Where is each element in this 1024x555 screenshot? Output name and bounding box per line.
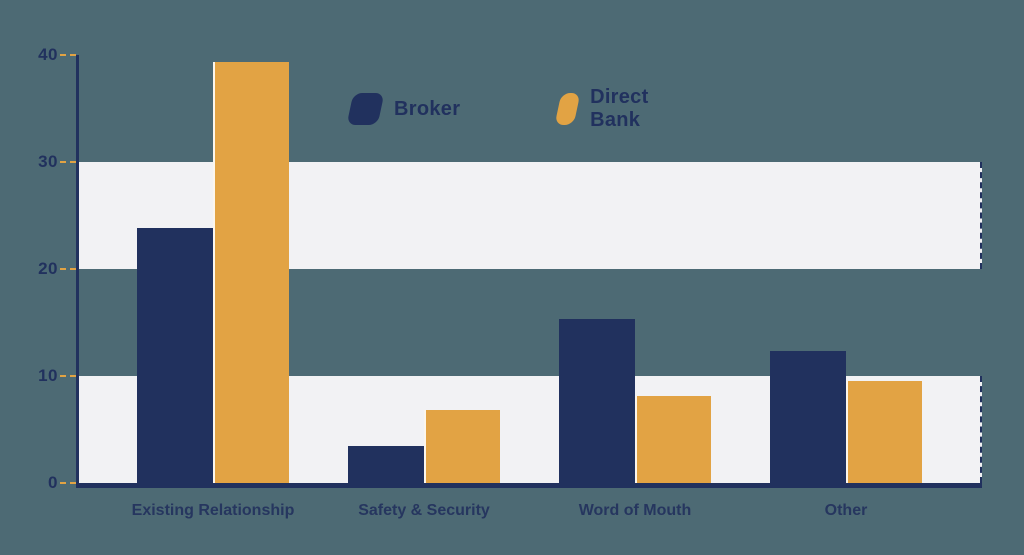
y-tick-mark-20	[60, 268, 76, 270]
legend-item-broker: Broker	[346, 92, 461, 126]
y-tick-label-30: 30	[38, 152, 58, 171]
bar-direct-bank-other	[846, 381, 922, 483]
bar-direct-bank-safety-security	[424, 410, 500, 483]
y-tick-label-20: 20	[38, 259, 58, 278]
bar-broker-safety-security	[348, 445, 424, 483]
bar-broker-existing-relationship	[137, 228, 213, 483]
broker-series-swatch-icon	[346, 93, 385, 125]
direct-bank-series-swatch-icon	[554, 93, 581, 125]
x-axis-label-safety-security: Safety & Security	[358, 502, 490, 519]
y-tick-mark-10	[60, 375, 76, 377]
x-axis-line	[76, 483, 982, 488]
y-tick-mark-0	[60, 482, 76, 484]
x-axis-label-existing-relationship: Existing Relationship	[131, 502, 295, 519]
bar-direct-bank-existing-relationship	[213, 62, 289, 483]
y-tick-mark-30	[60, 161, 76, 163]
y-tick-mark-40	[60, 54, 76, 56]
legend-label-direct-bank: Direct Bank	[590, 86, 649, 131]
x-axis-label-other: Other	[824, 502, 868, 519]
bar-broker-word-of-mouth	[559, 319, 635, 483]
y-axis-line	[76, 55, 79, 487]
x-axis-label-word-of-mouth: Word of Mouth	[578, 502, 692, 519]
y-tick-label-0: 0	[48, 473, 58, 492]
legend-item-direct-bank: Direct Bank	[554, 86, 661, 131]
y-tick-label-10: 10	[38, 366, 58, 385]
legend-label-broker: Broker	[394, 97, 461, 120]
y-tick-label-40: 40	[38, 45, 58, 64]
bar-direct-bank-word-of-mouth	[635, 396, 711, 483]
bar-broker-other	[770, 351, 846, 483]
